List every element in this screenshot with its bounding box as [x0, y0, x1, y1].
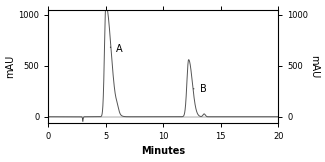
Y-axis label: mAU: mAU	[6, 55, 16, 78]
X-axis label: Minutes: Minutes	[141, 146, 185, 156]
Text: B: B	[193, 84, 206, 94]
Text: A: A	[110, 45, 123, 54]
Y-axis label: mAU: mAU	[309, 55, 319, 78]
